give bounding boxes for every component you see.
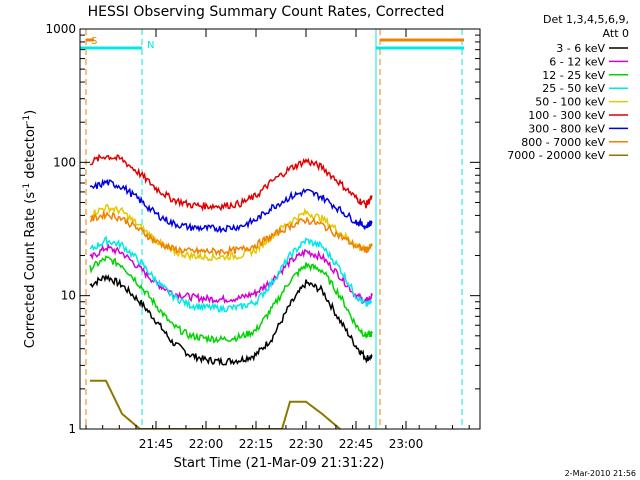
series-line-7000-20000-kev (90, 379, 341, 429)
legend-label-5: 100 - 300 keV (528, 109, 605, 122)
x-axis-label: Start Time (21-Mar-09 21:31:22) (174, 456, 385, 471)
legend-label-3: 25 - 50 keV (542, 82, 605, 95)
y-axis: 1 10 100 1000 (45, 22, 480, 436)
x-tick-label-0: 21:45 (139, 437, 174, 451)
x-tick-label-1: 22:00 (189, 437, 224, 451)
plot-frame (79, 28, 481, 430)
x-tick-label-2: 22:15 (239, 437, 274, 451)
series-line-300-800-kev (89, 178, 373, 234)
x-tick-label-4: 22:45 (339, 437, 374, 451)
series-line-100-300-kev (89, 153, 373, 212)
legend-label-1: 6 - 12 keV (549, 55, 605, 68)
y-axis-label: Corrected Count Rate (s-1 detector-1) (22, 110, 38, 348)
y-axis-label-sup1: -1 (22, 183, 32, 192)
y-axis-label-main: Corrected Count Rate (s (23, 192, 38, 349)
annotation-n: N (147, 40, 154, 51)
x-axis: 21:45 22:00 22:15 22:30 22:45 23:00 (85, 29, 470, 451)
x-tick-label-5: 23:00 (389, 437, 424, 451)
y-tick-label-0: 1 (68, 422, 76, 436)
chart-title: HESSI Observing Summary Count Rates, Cor… (88, 4, 445, 20)
footer-date: 2-Mar-2010 21:56 (565, 469, 636, 478)
legend-label-4: 50 - 100 keV (535, 96, 605, 109)
y-tick-label-3: 1000 (45, 22, 76, 36)
series-line-50-100-kev (89, 203, 373, 262)
legend-label-6: 300 - 800 keV (528, 122, 605, 135)
series-line-800-7000-kev (89, 211, 373, 257)
x-tick-label-3: 22:30 (289, 437, 324, 451)
series-line-6-12-kev (89, 243, 373, 305)
legend-header-line-1: Det 1,3,4,5,6,9, (543, 13, 629, 26)
legend-header-line-2: Att 0 (603, 27, 629, 40)
y-axis-label-mid: detector (23, 123, 38, 183)
legend-label-0: 3 - 6 keV (556, 42, 605, 55)
annotation-s: S (91, 36, 97, 47)
y-tick-label-1: 10 (61, 289, 76, 303)
legend-label-8: 7000 - 20000 keV (507, 149, 605, 162)
y-tick-label-2: 100 (53, 155, 76, 169)
y-axis-label-end: ) (23, 110, 38, 115)
series-line-3-6-kev (89, 274, 373, 367)
legend-label-7: 800 - 7000 keV (521, 136, 605, 149)
series-line-12-25-kev (89, 255, 373, 344)
legend-label-2: 12 - 25 keV (542, 69, 605, 82)
y-axis-label-sup2: -1 (22, 115, 32, 124)
series-line-25-50-kev (89, 235, 373, 314)
